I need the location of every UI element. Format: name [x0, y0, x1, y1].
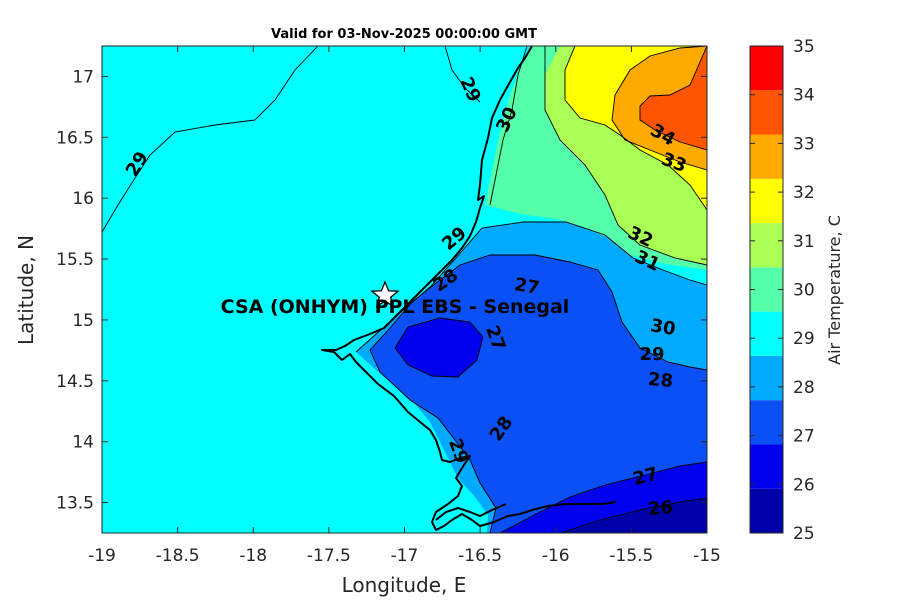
y-tick-label: 17 — [72, 67, 94, 87]
colorbar: 25 26 27 28 29 30 31 32 33 34 35 Air Temperature, … — [749, 37, 844, 544]
colorbar-tick-label: 30 — [793, 281, 815, 301]
x-axis-label: Longitude, E — [342, 573, 467, 597]
colorbar-band — [750, 488, 783, 533]
colorbar-tick-label: 28 — [793, 378, 815, 398]
station-marker: CSA (ONHYM) PPL EBS - Senegal — [221, 280, 570, 318]
isotherm-28 — [369, 254, 707, 533]
x-axis: -19 -18.5 -18 -17.5 -17 -16.5 -16 -15.5 -15 Long… — [88, 46, 721, 597]
isotherm-27-inner — [394, 317, 484, 378]
y-tick-label: 15.5 — [56, 250, 94, 270]
contour-label-30-east: 30 — [649, 315, 677, 340]
y-tick-label: 13.5 — [56, 494, 94, 514]
y-tick-label: 15 — [72, 311, 94, 331]
colorbar-band — [750, 444, 783, 489]
map-title: Valid for 03-Nov-2025 00:00:00 GMT — [271, 27, 537, 42]
colorbar-band — [750, 355, 783, 401]
colorbar-tick-label: 35 — [793, 37, 815, 57]
station-label: CSA (ONHYM) PPL EBS - Senegal — [221, 296, 570, 318]
isotherm-33 — [611, 46, 707, 171]
x-tick-label: -15 — [693, 546, 721, 566]
x-tick-label: -19 — [88, 546, 116, 566]
colorbar-tick-label: 29 — [793, 329, 815, 349]
x-tick-label: -18.5 — [156, 546, 200, 566]
isotherm-34 — [639, 46, 707, 151]
band-34-35 — [640, 46, 707, 150]
y-tick-label: 16.5 — [56, 128, 94, 148]
y-axis-label: Latitude, N — [14, 235, 38, 345]
colorbar-band — [750, 311, 783, 356]
star-icon — [370, 280, 400, 308]
y-tick-label: 14 — [72, 433, 94, 453]
colorbar-band — [750, 178, 783, 224]
x-tick-label: -18 — [239, 546, 267, 566]
isotherm-26 — [559, 497, 707, 533]
band-26-27-inner — [395, 318, 483, 377]
y-tick-label: 14.5 — [56, 372, 94, 392]
isotherm-29-north — [444, 46, 481, 103]
contour-label-29-east: 29 — [639, 344, 664, 365]
colorbar-band — [750, 400, 783, 445]
colorbar-band — [750, 223, 783, 268]
isotherm-31 — [544, 46, 707, 266]
y-tick-label: 16 — [72, 189, 94, 209]
x-tick-label: -17.5 — [307, 546, 351, 566]
colorbar-tick-label: 25 — [793, 524, 815, 544]
contour-label-26: 26 — [647, 497, 674, 520]
x-tick-label: -16 — [542, 546, 570, 566]
band-25-26 — [560, 498, 707, 533]
colorbar-band — [750, 90, 783, 135]
x-tick-label: -15.5 — [609, 546, 653, 566]
temperature-field — [102, 46, 707, 533]
colorbar-tick-label: 33 — [793, 134, 815, 154]
colorbar-tick-label: 26 — [793, 475, 815, 495]
colorbar-tick-label: 32 — [793, 183, 815, 203]
contour-label-27-north: 27 — [513, 274, 541, 299]
isotherm-27-south — [499, 461, 707, 533]
colorbar-band — [750, 267, 783, 312]
contour-label-28-east: 28 — [647, 369, 674, 392]
colorbar-tick-label: 27 — [793, 427, 815, 447]
y-axis: 13.5 14 14.5 15 15.5 16 16.5 17 Latitude, N — [14, 67, 707, 514]
colorbar-label: Air Temperature, C — [825, 215, 844, 365]
isotherm-32 — [564, 46, 707, 211]
colorbar-tick-label: 34 — [793, 86, 815, 106]
isotherm-30 — [489, 46, 528, 206]
isotherm-29-northwest — [102, 46, 319, 233]
coastline — [321, 46, 617, 531]
colorbar-band — [750, 134, 783, 179]
x-tick-label: -16.5 — [458, 546, 502, 566]
x-tick-label: -17 — [391, 546, 419, 566]
colorbar-band — [750, 46, 783, 91]
colorbar-tick-label: 31 — [793, 232, 815, 252]
coastline-islands — [435, 503, 507, 521]
